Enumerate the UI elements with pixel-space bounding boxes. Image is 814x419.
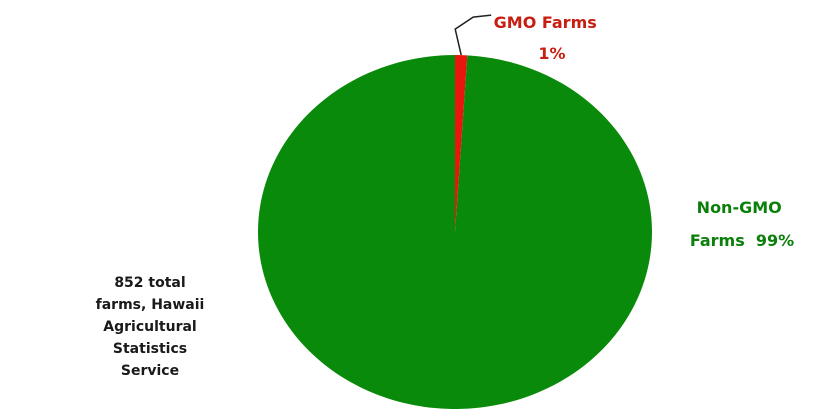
slice-label-nongmo: Non-GMO Farms 99% xyxy=(690,198,794,250)
pie-slice-1 xyxy=(257,55,652,409)
slice-label-gmo: GMO Farms 1% xyxy=(494,13,603,63)
source-annotation-line: Service xyxy=(120,363,180,379)
slice-label-gmo-line1: GMO Farms xyxy=(494,13,597,32)
source-annotation: 852 total farms, Hawaii Agricultural Sta… xyxy=(70,272,230,382)
source-annotation-line: Statistics xyxy=(112,341,188,357)
pie-slices xyxy=(257,55,652,409)
source-annotation-line: farms, Hawaii xyxy=(95,297,205,313)
leader-lines xyxy=(454,14,492,56)
source-annotation-line: 852 total xyxy=(114,275,186,291)
pie-slice-0 xyxy=(455,55,468,232)
leader-line-gmo xyxy=(454,14,492,56)
slice-label-nongmo-line1: Non-GMO xyxy=(697,198,782,217)
slice-label-nongmo-line2: Farms 99% xyxy=(690,231,794,250)
source-annotation-line: Agricultural xyxy=(103,319,197,335)
slice-label-gmo-line2: 1% xyxy=(538,44,565,63)
